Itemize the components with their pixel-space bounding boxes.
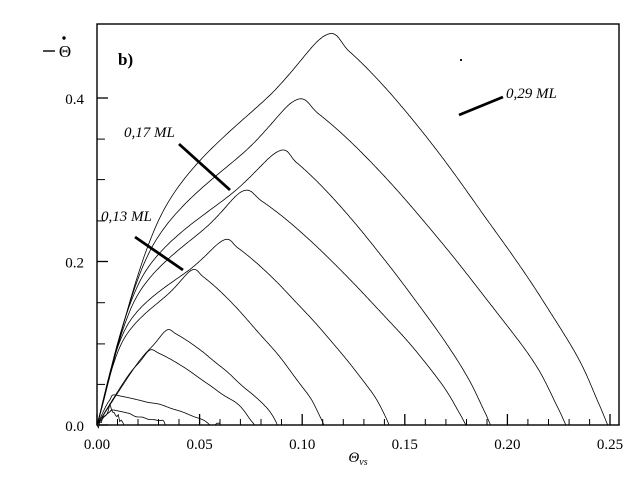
svg-text:0.05: 0.05 — [186, 437, 212, 453]
svg-text:0.25: 0.25 — [597, 437, 623, 453]
svg-text:0.10: 0.10 — [289, 437, 315, 453]
svg-text:0,17 ML: 0,17 ML — [124, 125, 175, 141]
svg-text:0.0: 0.0 — [65, 419, 84, 435]
svg-text:0.20: 0.20 — [494, 437, 520, 453]
svg-text:Θ: Θ — [59, 42, 71, 61]
svg-text:0.2: 0.2 — [65, 256, 84, 272]
svg-text:0,29 ML: 0,29 ML — [506, 86, 557, 102]
svg-text:0,13 ML: 0,13 ML — [101, 209, 152, 225]
svg-text:Θvs: Θvs — [348, 450, 367, 468]
svg-text:b): b) — [118, 50, 133, 69]
svg-text:0.15: 0.15 — [392, 437, 418, 453]
svg-text:0.4: 0.4 — [65, 92, 84, 108]
svg-text:0.00: 0.00 — [84, 437, 110, 453]
